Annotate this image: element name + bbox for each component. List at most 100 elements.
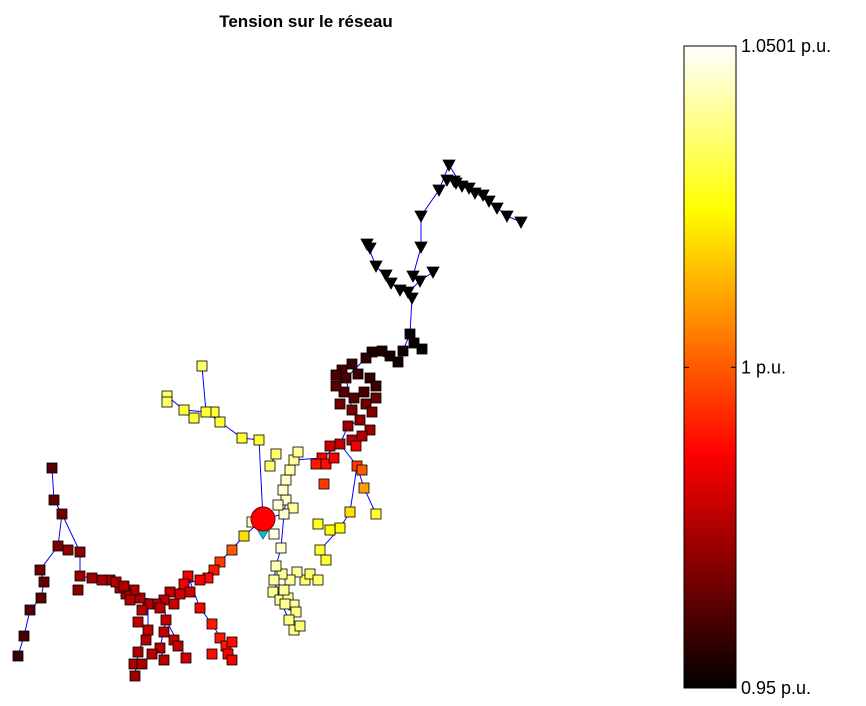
square-node-142	[180, 652, 192, 664]
square-node-126	[136, 604, 148, 616]
square-node-141	[172, 640, 184, 652]
triangle-down-node-20	[482, 195, 496, 208]
square-node-30	[334, 438, 346, 450]
square-node-127	[132, 616, 144, 628]
triangle-down-node-4	[384, 277, 398, 290]
square-node-87	[161, 396, 173, 408]
square-node-61	[283, 614, 295, 626]
square-node-39	[356, 464, 368, 476]
square-node-63	[294, 620, 306, 632]
square-node-28	[356, 430, 368, 442]
square-node-117	[48, 494, 60, 506]
network-line-10	[339, 443, 377, 515]
square-node-16	[358, 386, 370, 398]
square-node-85	[178, 404, 190, 416]
square-node-60	[290, 606, 302, 618]
square-node-42	[344, 506, 356, 518]
square-node-19	[330, 380, 342, 392]
square-node-83	[200, 406, 212, 418]
square-node-45	[312, 518, 324, 530]
colorbar-tick-label-1: 1 p.u.	[741, 357, 786, 377]
square-node-99	[174, 588, 186, 600]
square-node-15	[370, 380, 382, 392]
square-node-114	[62, 544, 74, 556]
square-node-143	[194, 602, 206, 614]
square-node-33	[310, 458, 322, 470]
square-node-137	[154, 642, 166, 654]
triangle-down-node-8	[413, 275, 427, 288]
square-node-125	[124, 594, 136, 606]
square-node-136	[158, 626, 170, 638]
triangle-down-node-2	[369, 260, 383, 273]
square-node-152	[118, 580, 130, 592]
square-node-41	[370, 508, 382, 520]
triangle-down-node-9	[426, 266, 440, 279]
square-node-132	[136, 658, 148, 670]
square-node-18	[338, 386, 350, 398]
square-node-56	[267, 586, 279, 598]
triangle-down-node-23	[514, 216, 528, 229]
network-line-2	[412, 164, 450, 277]
square-node-14	[364, 372, 376, 384]
square-node-70	[280, 474, 292, 486]
triangle-down-node-10	[414, 241, 428, 254]
square-node-0	[404, 328, 416, 340]
square-node-115	[52, 540, 64, 552]
square-node-22	[360, 398, 372, 410]
square-node-78	[264, 460, 276, 472]
square-node-139	[146, 648, 158, 660]
square-node-47	[320, 554, 332, 566]
square-node-43	[334, 522, 346, 534]
square-node-12	[340, 372, 352, 384]
square-node-144	[206, 618, 218, 630]
square-node-75	[278, 508, 290, 520]
square-node-153	[168, 598, 180, 610]
square-node-124	[12, 650, 24, 662]
square-node-134	[154, 602, 166, 614]
square-node-66	[275, 542, 287, 554]
triangle-down-node-21	[490, 202, 504, 215]
square-node-119	[34, 564, 46, 576]
square-node-1	[408, 337, 420, 349]
square-node-93	[208, 564, 220, 576]
triangle-down-node-24	[449, 177, 463, 190]
square-node-109	[96, 574, 108, 586]
triangle-down-node-3	[379, 269, 393, 282]
square-node-67	[268, 528, 280, 540]
square-node-113	[74, 546, 86, 558]
square-node-52	[284, 574, 296, 586]
square-node-69	[277, 484, 289, 496]
chart-title: Tension sur le réseau	[219, 12, 393, 31]
square-node-110	[86, 572, 98, 584]
square-node-4	[392, 356, 404, 368]
square-node-150	[206, 648, 218, 660]
colorbar-ticks: 0.95 p.u. 1 p.u. 1.0501 p.u.	[684, 36, 831, 698]
square-node-26	[342, 420, 354, 432]
triangle-down-node-12	[432, 184, 446, 197]
square-node-130	[132, 646, 144, 658]
square-node-20	[334, 398, 346, 410]
triangle-down-node-25	[405, 292, 419, 305]
square-node-74	[287, 502, 299, 514]
square-node-92	[214, 556, 226, 568]
square-node-149	[226, 654, 238, 666]
square-node-53	[276, 568, 288, 580]
square-node-121	[35, 592, 47, 604]
square-node-46	[314, 544, 326, 556]
square-node-71	[284, 464, 296, 476]
square-node-34	[320, 458, 332, 470]
colorbar-tick-label-0: 0.95 p.u.	[741, 678, 811, 698]
square-node-51	[291, 566, 303, 578]
square-node-81	[214, 416, 226, 428]
square-node-44	[324, 524, 336, 536]
square-node-98	[184, 586, 196, 598]
network-lines	[17, 164, 522, 677]
square-node-17	[348, 392, 360, 404]
square-node-116	[56, 508, 68, 520]
square-node-40	[358, 482, 370, 494]
network-line-8	[201, 365, 207, 413]
square-node-95	[194, 574, 206, 586]
triangle-down-node-1	[363, 242, 377, 255]
square-node-50	[312, 574, 324, 586]
